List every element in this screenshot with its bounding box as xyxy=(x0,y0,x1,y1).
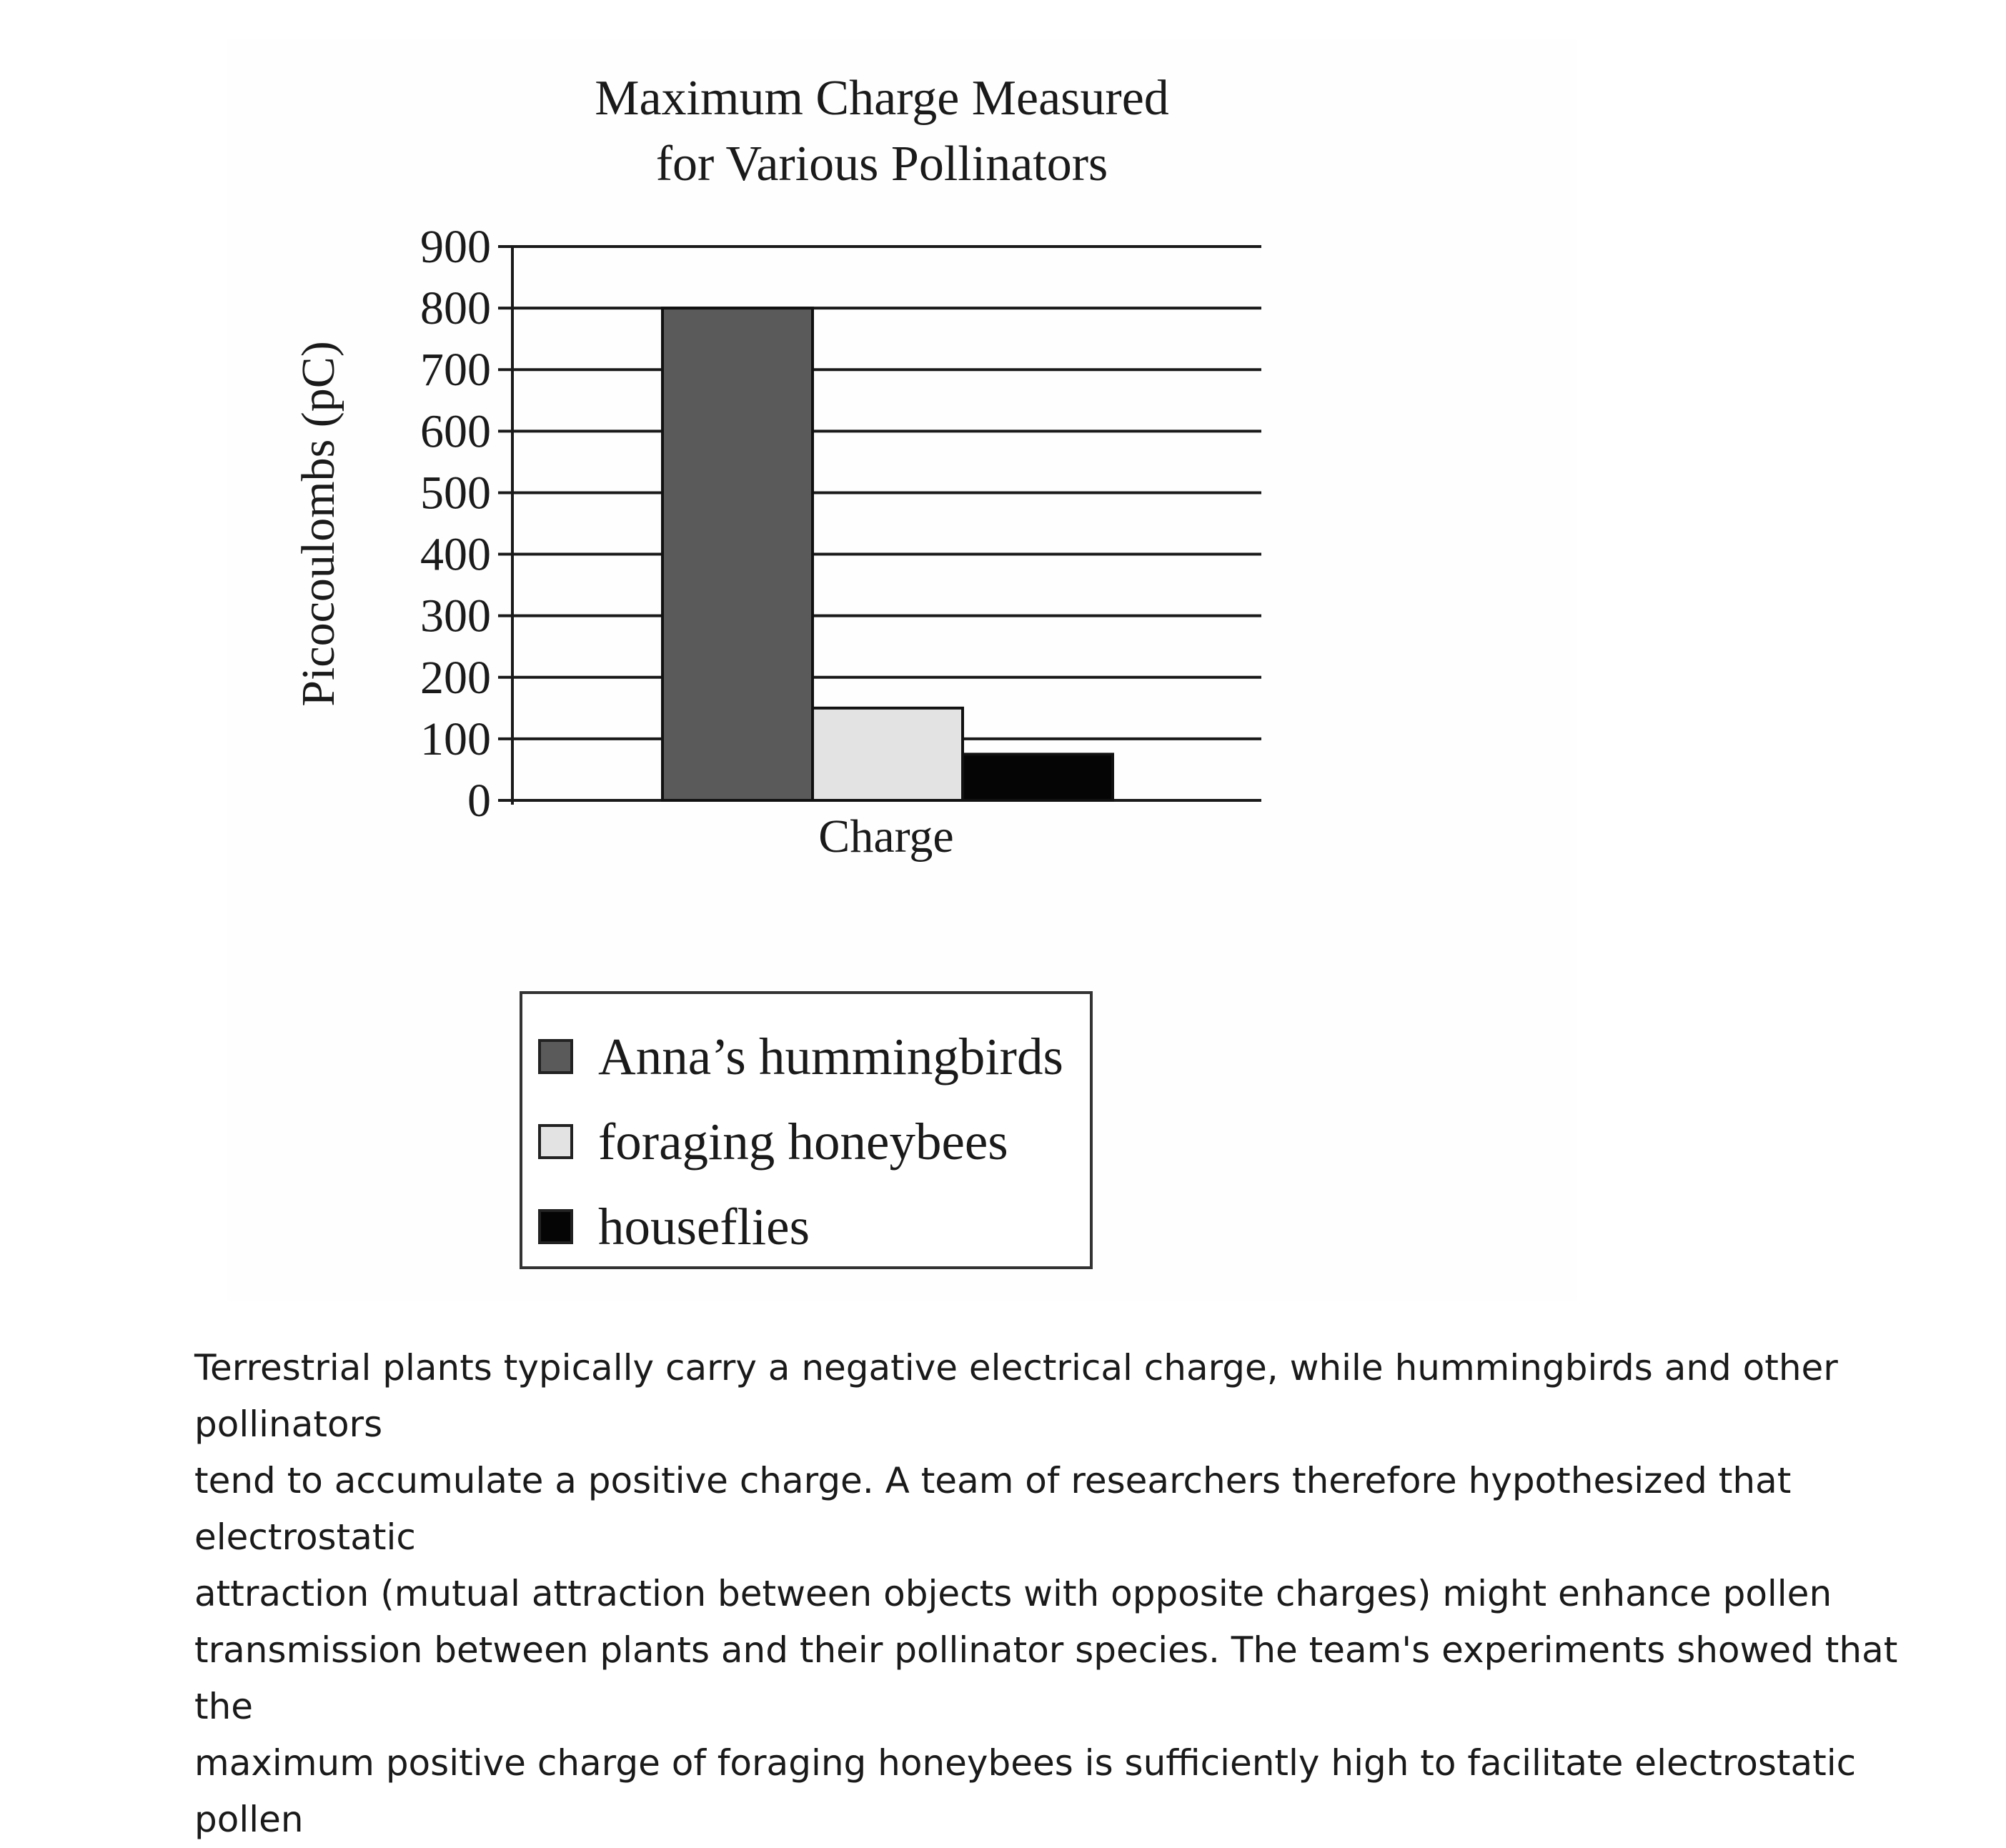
legend-label: Anna’s hummingbirds xyxy=(598,1028,1063,1086)
chart-title-line: for Various Pollinators xyxy=(656,136,1108,192)
y-tick-label: 500 xyxy=(420,467,491,519)
y-tick-label: 700 xyxy=(420,344,491,396)
x-axis-title: Charge xyxy=(818,810,953,863)
bar-chart: Maximum Charge Measured for Various Polli… xyxy=(292,71,1261,1269)
chart-figure: Maximum Charge Measured for Various Polli… xyxy=(227,39,1577,1301)
legend-swatch xyxy=(538,1124,573,1159)
legend-swatch xyxy=(538,1209,573,1244)
y-tick-label: 900 xyxy=(420,221,491,273)
legend-swatch xyxy=(538,1039,573,1074)
y-tick-label: 600 xyxy=(420,405,491,457)
bar-2 xyxy=(811,706,964,802)
legend-label: houseflies xyxy=(598,1198,810,1256)
legend-box xyxy=(520,991,1093,1269)
y-tick-label: 100 xyxy=(420,713,491,765)
y-tick-label: 200 xyxy=(420,652,491,704)
y-tick-label: 300 xyxy=(420,590,491,642)
bar-3 xyxy=(961,752,1114,803)
legend-label: foraging honeybees xyxy=(598,1113,1008,1171)
y-tick-label: 400 xyxy=(420,529,491,581)
bar-1 xyxy=(661,307,814,803)
chart-title-line: Maximum Charge Measured xyxy=(595,71,1169,126)
y-tick-label: 0 xyxy=(467,775,491,827)
passage-text: Terrestrial plants typically carry a neg… xyxy=(194,1347,1898,1840)
y-axis-title: Picocoulombs (pC) xyxy=(292,341,344,706)
y-tick-label: 800 xyxy=(420,282,491,334)
